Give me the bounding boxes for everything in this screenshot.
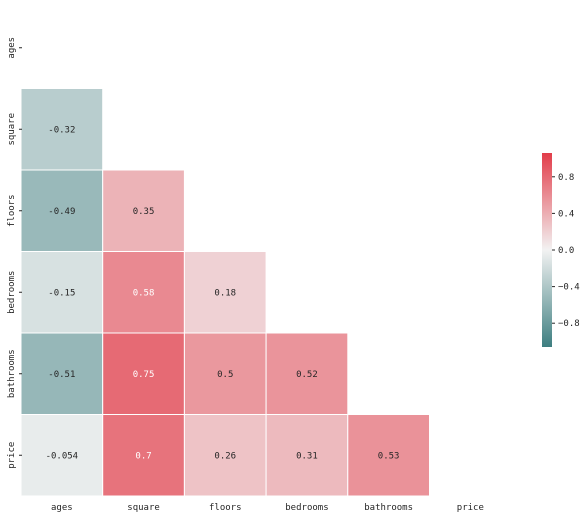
colorbar-tick-label: −0.4 [558,283,580,293]
y-axis-tick-labels: ages square floors bedrooms bathrooms price [7,37,22,469]
x-tick-label-price: price [457,503,484,513]
cell-value-label: -0.15 [48,288,75,298]
heatmap-value-labels: -0.32 -0.49 0.35 -0.15 0.58 0.18 -0.51 0.75 0.5 0… [46,125,400,461]
y-tick-label-bedrooms: bedrooms [7,271,17,314]
x-tick-label-ages: ages [51,503,73,513]
cell-value-label: 0.5 [217,370,233,380]
x-axis-tick-labels: ages square floors bedrooms bathrooms price [51,503,484,513]
cell-value-label: 0.52 [296,370,318,380]
heatmap-cell-floors-ages [20,169,104,252]
y-tick-label-ages: ages [7,37,17,59]
colorbar-tick-label: 0.8 [558,173,574,183]
cell-value-label: 0.53 [378,451,400,461]
x-tick-label-bedrooms: bedrooms [285,503,328,513]
cell-value-label: 0.7 [135,451,151,461]
cell-value-label: 0.75 [133,370,155,380]
colorbar-tick-label: 0.4 [558,209,574,219]
colorbar-tick-label: −0.8 [558,319,580,329]
x-tick-label-bathrooms: bathrooms [364,503,413,513]
colorbar-tick-labels: 0.8 0.4 0.0 −0.4 −0.8 [552,173,580,329]
cell-value-label: 0.31 [296,451,318,461]
x-tick-label-floors: floors [209,503,242,513]
heatmap-cell-bedrooms-square [102,251,185,334]
heatmap-cell-price-bathrooms [347,414,430,497]
heatmap-cell-bathrooms-bedrooms [265,332,349,415]
y-tick-label-square: square [7,113,17,146]
heatmap-cell-price-bedrooms [265,414,349,497]
heatmap-cell-bedrooms-floors [183,251,267,334]
colorbar-gradient [542,153,552,347]
heatmap-cell-square-ages [20,88,104,171]
y-tick-label-price: price [7,442,17,469]
heatmap-cell-bedrooms-ages [20,251,104,334]
cell-value-label: 0.58 [133,288,155,298]
colorbar-tick-label: 0.0 [558,246,574,256]
cell-value-label: -0.51 [48,370,75,380]
heatmap-cells [20,88,430,497]
cell-value-label: 0.18 [214,288,236,298]
cell-value-label: -0.49 [48,207,75,217]
y-tick-label-bathrooms: bathrooms [7,349,17,398]
cell-value-label: -0.054 [46,451,79,461]
colorbar [542,153,552,347]
heatmap-cell-price-square [102,414,185,497]
heatmap-cell-floors-square [102,169,185,252]
heatmap-cell-price-floors [183,414,267,497]
cell-value-label: 0.26 [214,451,236,461]
y-tick-label-floors: floors [7,194,17,227]
x-tick-label-square: square [127,503,160,513]
cell-value-label: -0.32 [48,125,75,135]
heatmap-cell-bathrooms-square [102,332,185,415]
cell-value-label: 0.35 [133,207,155,217]
